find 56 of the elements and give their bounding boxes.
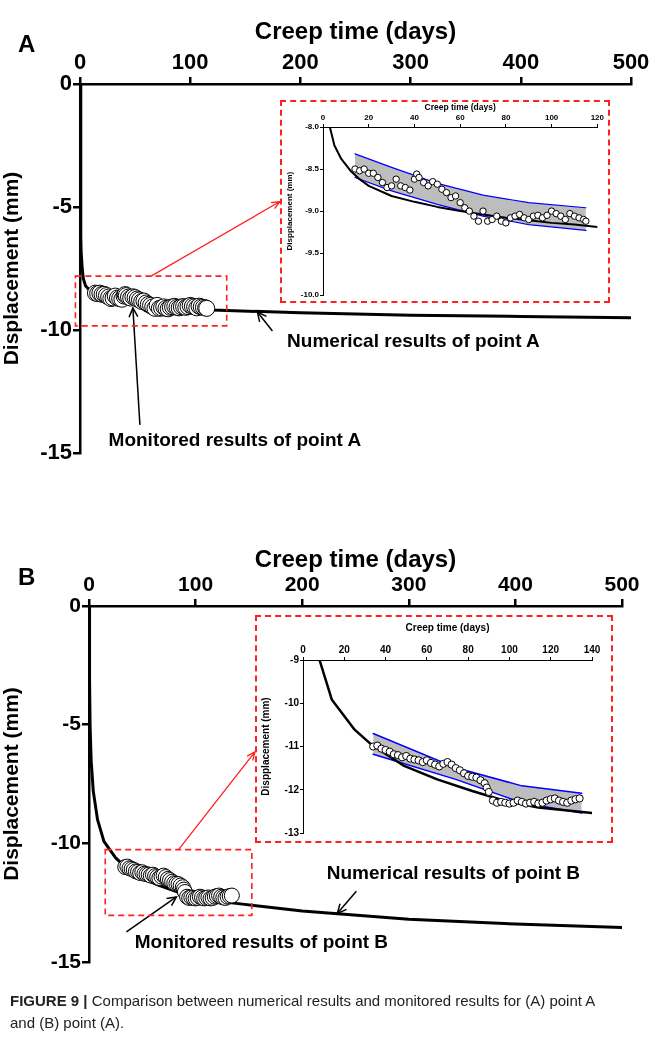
x-tick-label: 60 <box>455 113 466 123</box>
annotation: Numerical results of point A <box>287 330 541 352</box>
y-tick-label: -13 <box>284 826 300 838</box>
y-tick-label: -9.5 <box>305 248 320 258</box>
x-tick-label: 200 <box>284 572 320 596</box>
caption: FIGURE 9 | Comparison between numerical results and monitored results for (A) point A and (B) point (A). <box>10 991 596 1033</box>
y-tick-label: -15 <box>50 948 82 972</box>
annotation: Monitored results of point A <box>108 429 362 451</box>
x-tick-label: 20 <box>364 113 374 123</box>
y-tick-label: -12 <box>284 783 300 795</box>
x-tick-label: 80 <box>501 113 511 123</box>
x-tick-label: 400 <box>502 48 540 74</box>
x-tick-label: 20 <box>338 643 351 655</box>
x-tick-label: 500 <box>612 48 650 74</box>
y-axis-title: Displacement (mm) <box>0 171 23 366</box>
x-tick-label: 500 <box>604 572 640 596</box>
y-tick-label: -5 <box>52 193 72 219</box>
x-tick-label: 40 <box>409 113 420 123</box>
y-axis-title: Dispplacement (mm) <box>285 171 294 251</box>
annotation: Monitored results of point B <box>134 931 389 953</box>
x-tick-label: 140 <box>583 643 601 655</box>
y-tick-label: -10 <box>284 697 300 708</box>
y-tick-label: -9.0 <box>305 206 320 216</box>
y-tick-label: -8.5 <box>305 164 320 174</box>
y-axis-title: Displacement (mm) <box>0 687 23 881</box>
x-axis-title: Creep time (days) <box>405 621 490 633</box>
y-tick-label: -11 <box>285 740 300 752</box>
x-tick-label: 300 <box>391 572 427 596</box>
chart-title: A <box>18 29 36 57</box>
y-tick-label: -9 <box>290 653 300 665</box>
y-tick-label: -15 <box>40 439 72 465</box>
y-tick-label: -8.0 <box>305 122 320 132</box>
y-tick-label: 0 <box>59 70 72 96</box>
x-tick-label: 400 <box>497 572 533 596</box>
x-tick-label: 120 <box>542 643 560 655</box>
x-tick-label: 300 <box>392 48 429 74</box>
x-tick-label: 100 <box>544 113 559 123</box>
x-tick-label: 120 <box>590 113 605 123</box>
x-tick-label: 80 <box>462 643 475 655</box>
x-axis-title: Creep time (days) <box>254 545 457 573</box>
y-tick-label: -5 <box>62 711 82 735</box>
x-tick-label: 200 <box>282 48 319 74</box>
chart-title: B <box>18 562 36 590</box>
y-tick-label: -10 <box>40 316 72 342</box>
y-axis-title: Dispplacement (mm) <box>259 697 271 796</box>
y-tick-label: -10 <box>50 830 81 854</box>
y-tick-label: 0 <box>69 592 81 616</box>
x-tick-label: 100 <box>178 572 214 596</box>
x-tick-label: 100 <box>171 48 209 74</box>
x-axis-title: Creep time (days) <box>254 17 457 45</box>
x-tick-label: 60 <box>421 643 433 655</box>
x-tick-label: 100 <box>501 643 519 655</box>
x-axis-title: Creep time (days) <box>424 102 496 113</box>
x-tick-label: 40 <box>380 643 392 655</box>
annotation: Numerical results of point B <box>326 861 581 883</box>
y-tick-label: -10.0 <box>300 290 320 300</box>
